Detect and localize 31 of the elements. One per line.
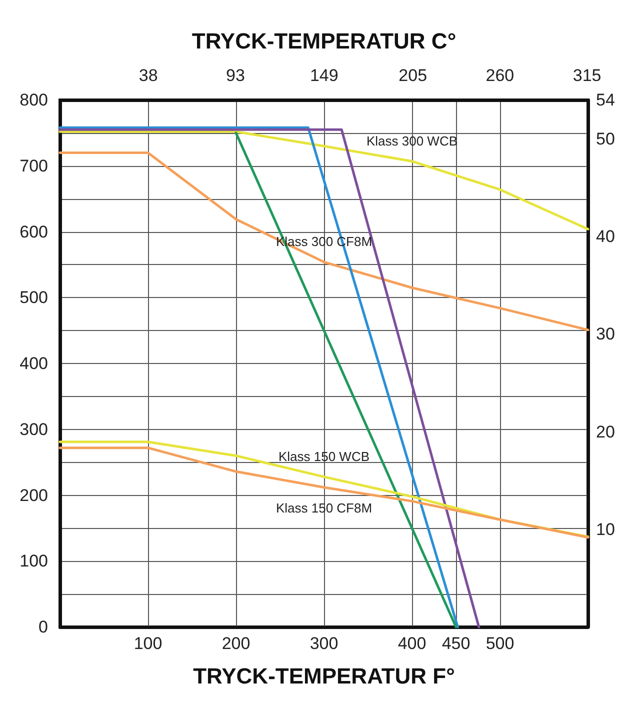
x2-tick-label: 315 — [572, 66, 602, 85]
y-tick-label: 300 — [20, 420, 48, 439]
x2-tick-label: 205 — [398, 66, 428, 85]
y-tick-label: 800 — [20, 90, 48, 110]
x-tick-label: 450 — [442, 634, 470, 653]
x2-tick-label: 38 — [138, 66, 158, 85]
y2-tick-label: 30 — [596, 324, 615, 344]
x-tick-label: 100 — [134, 634, 162, 653]
line-series — [58, 130, 590, 230]
x2-tick-label: 93 — [226, 66, 245, 85]
x2-tick-label: 149 — [310, 66, 338, 85]
x-tick-label: 300 — [310, 634, 338, 653]
y2-tick-label: 40 — [596, 227, 615, 246]
x2-tick-label: 260 — [486, 66, 514, 85]
y-tick-label: 700 — [20, 156, 48, 176]
y-tick-label: 500 — [20, 288, 48, 308]
x-tick-label: 200 — [222, 634, 250, 653]
y2-tick-label: 50 — [596, 130, 615, 149]
y-tick-label: 100 — [20, 552, 48, 571]
y2-tick-label: 10 — [596, 520, 615, 539]
x-tick-label: 500 — [486, 634, 514, 653]
line-series — [58, 151, 590, 332]
y2-tick-label: 20 — [596, 422, 615, 442]
x2-axis-title: TRYCK-TEMPERATUR C° — [192, 28, 456, 54]
y-tick-label: 400 — [20, 354, 48, 373]
y-tick-label: 600 — [20, 222, 48, 242]
x-tick-label: 400 — [398, 634, 426, 653]
y2-tick-label: 54 — [596, 90, 615, 110]
y-tick-label: 200 — [20, 486, 48, 505]
y-tick-label: 0 — [38, 618, 48, 636]
x-axis-title: TRYCK-TEMPERATUR F° — [193, 664, 455, 688]
